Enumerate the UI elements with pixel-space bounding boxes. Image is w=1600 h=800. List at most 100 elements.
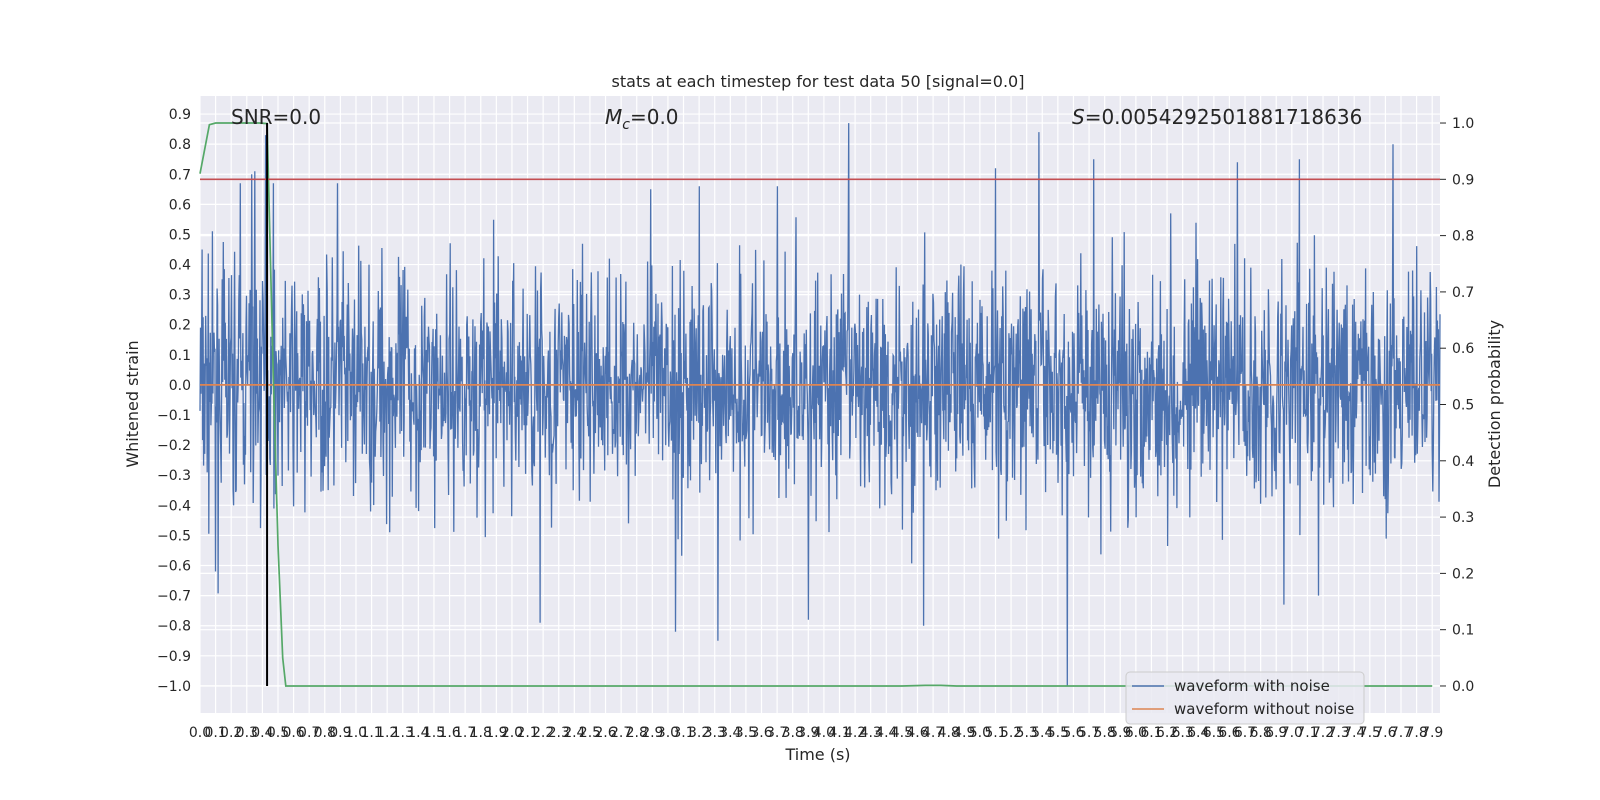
y-tick-label: 0.7 (169, 167, 191, 183)
x-tick-label: 0.1 (204, 725, 226, 741)
x-tick-label: 5.8 (1094, 725, 1116, 741)
x-tick-label: 1.6 (438, 725, 460, 741)
x-tick-label: 1.7 (454, 725, 476, 741)
x-tick-label: 4.9 (953, 725, 975, 741)
mc-value: =0.0 (630, 105, 679, 129)
x-tick-label: 6.9 (1265, 725, 1287, 741)
mc-subscript: c (622, 117, 630, 133)
x-tick-label: 5.3 (1016, 725, 1038, 741)
x-tick-label: 2.6 (594, 725, 616, 741)
y-tick-label: −0.4 (157, 498, 191, 514)
x-tick-label: 4.3 (860, 725, 882, 741)
x-tick-label: 7.5 (1359, 725, 1381, 741)
left-axis-ticks: −1.0 −0.9 −0.8 −0.7 −0.6 −0.5 −0.4 −0.3 −0.2 −0.1… (157, 107, 191, 695)
x-tick-label: 0.7 (298, 725, 320, 741)
x-tick-label: 2.0 (501, 725, 523, 741)
y-axis-label: Whitened strain (123, 340, 142, 467)
x-tick-label: 3.7 (766, 725, 788, 741)
x-axis-ticks: 0.00.10.20.30.40.50.60.70.80.91.01.11.21… (189, 725, 1443, 741)
y-tick-label: −0.6 (157, 559, 191, 575)
x-tick-label: 5.2 (1000, 725, 1022, 741)
x-tick-label: 2.5 (579, 725, 601, 741)
chart-title: stats at each timestep for test data 50 … (612, 72, 1025, 91)
x-tick-label: 7.0 (1281, 725, 1303, 741)
x-tick-label: 2.7 (610, 725, 632, 741)
y2-tick-label: 0.8 (1452, 229, 1474, 245)
x-tick-label: 5.0 (969, 725, 991, 741)
x-tick-label: 3.3 (704, 725, 726, 741)
y2-tick-label: 0.4 (1452, 454, 1474, 470)
x-axis-label: Time (s) (784, 745, 850, 764)
x-tick-label: 6.6 (1218, 725, 1240, 741)
legend: waveform with noise waveform without noi… (1125, 671, 1365, 725)
x-tick-label: 0.5 (267, 725, 289, 741)
y-tick-label: −0.3 (157, 468, 191, 484)
noise-waveform-line (199, 123, 1441, 686)
x-tick-label: 4.1 (828, 725, 850, 741)
x-tick-label: 5.7 (1078, 725, 1100, 741)
s-annotation: S=0.0054292501881718636 (1072, 105, 1362, 129)
x-tick-label: 0.0 (189, 725, 211, 741)
x-tick-label: 3.5 (735, 725, 757, 741)
x-tick-label: 4.8 (938, 725, 960, 741)
x-tick-label: 7.1 (1296, 725, 1318, 741)
x-tick-label: 5.6 (1062, 725, 1084, 741)
y2-tick-label: 0.5 (1452, 398, 1474, 414)
y-tick-label: −0.2 (157, 438, 191, 454)
y-tick-label: 0.4 (169, 258, 191, 274)
x-tick-label: 6.3 (1172, 725, 1194, 741)
y-tick-label: −0.9 (157, 649, 191, 665)
y-tick-label: 0.5 (169, 227, 191, 243)
x-tick-label: 6.1 (1140, 725, 1162, 741)
x-tick-label: 0.8 (314, 725, 336, 741)
legend-box (1125, 671, 1365, 725)
y-tick-label: 0.1 (169, 348, 191, 364)
y2-tick-label: 0.0 (1452, 679, 1474, 695)
y-tick-label: 0.8 (169, 137, 191, 153)
x-tick-label: 6.7 (1234, 725, 1256, 741)
x-tick-label: 6.0 (1125, 725, 1147, 741)
x-tick-label: 1.1 (360, 725, 382, 741)
x-tick-label: 5.9 (1109, 725, 1131, 741)
x-tick-label: 1.4 (407, 725, 429, 741)
x-tick-label: 0.6 (282, 725, 304, 741)
x-tick-label: 1.2 (376, 725, 398, 741)
x-tick-label: 3.6 (750, 725, 772, 741)
x-tick-label: 3.4 (719, 725, 741, 741)
x-tick-label: 3.0 (657, 725, 679, 741)
x-tick-label: 2.3 (548, 725, 570, 741)
y2-tick-label: 1.0 (1452, 116, 1474, 132)
x-tick-label: 0.2 (220, 725, 242, 741)
x-tick-label: 2.1 (516, 725, 538, 741)
right-axis-ticks: 0.0 0.1 0.2 0.3 0.4 0.5 0.6 0.7 0.8 0.9 1.0 (1440, 116, 1474, 695)
x-tick-label: 6.4 (1187, 725, 1209, 741)
x-tick-label: 2.8 (626, 725, 648, 741)
y-tick-label: −0.7 (157, 589, 191, 605)
x-tick-label: 1.0 (345, 725, 367, 741)
x-tick-label: 5.4 (1031, 725, 1053, 741)
y2-tick-label: 0.1 (1452, 623, 1474, 639)
x-tick-label: 7.3 (1327, 725, 1349, 741)
x-tick-label: 1.5 (423, 725, 445, 741)
x-tick-label: 2.4 (563, 725, 585, 741)
y2-tick-label: 0.3 (1452, 510, 1474, 526)
y-tick-label: −0.1 (157, 408, 191, 424)
s-value: =0.0054292501881718636 (1085, 105, 1363, 129)
s-symbol: S (1072, 105, 1085, 129)
mc-annotation: Mc=0.0 (605, 105, 679, 133)
x-tick-label: 4.4 (875, 725, 897, 741)
snr-annotation: SNR=0.0 (231, 105, 321, 129)
x-tick-label: 4.5 (891, 725, 913, 741)
y-tick-label: −0.5 (157, 528, 191, 544)
x-tick-label: 6.5 (1203, 725, 1225, 741)
x-tick-label: 7.2 (1312, 725, 1334, 741)
mc-symbol: M (605, 105, 622, 129)
y2-tick-label: 0.7 (1452, 285, 1474, 301)
y2-tick-label: 0.9 (1452, 172, 1474, 188)
y-tick-label: 0.3 (169, 288, 191, 304)
x-tick-label: 4.6 (906, 725, 928, 741)
x-tick-label: 6.2 (1156, 725, 1178, 741)
x-tick-label: 7.9 (1421, 725, 1443, 741)
y-tick-label: 0.6 (169, 197, 191, 213)
